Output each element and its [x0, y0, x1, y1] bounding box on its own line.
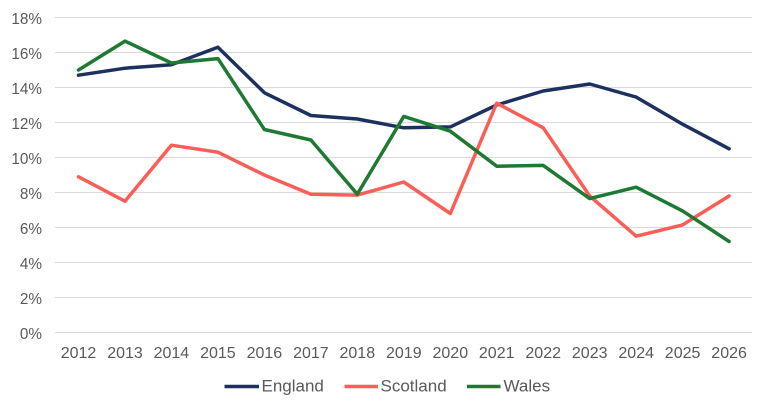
- svg-text:10%: 10%: [11, 151, 42, 168]
- svg-text:4%: 4%: [20, 256, 43, 273]
- svg-text:2013: 2013: [107, 345, 143, 362]
- svg-text:16%: 16%: [11, 46, 42, 63]
- svg-text:0%: 0%: [20, 326, 43, 343]
- svg-text:2019: 2019: [386, 345, 422, 362]
- svg-text:2025: 2025: [665, 345, 701, 362]
- svg-text:2018: 2018: [340, 345, 376, 362]
- svg-text:2017: 2017: [293, 345, 329, 362]
- svg-text:6%: 6%: [20, 221, 43, 238]
- svg-text:Scotland: Scotland: [381, 377, 447, 396]
- svg-text:2%: 2%: [20, 291, 43, 308]
- svg-text:8%: 8%: [20, 186, 43, 203]
- svg-text:2026: 2026: [711, 345, 747, 362]
- svg-text:18%: 18%: [11, 11, 42, 28]
- svg-text:2020: 2020: [433, 345, 469, 362]
- svg-text:12%: 12%: [11, 116, 42, 133]
- svg-text:2022: 2022: [525, 345, 561, 362]
- svg-text:2021: 2021: [479, 345, 515, 362]
- svg-text:14%: 14%: [11, 81, 42, 98]
- svg-text:2016: 2016: [247, 345, 283, 362]
- svg-text:2014: 2014: [154, 345, 190, 362]
- svg-text:2015: 2015: [200, 345, 236, 362]
- svg-text:Wales: Wales: [504, 377, 551, 396]
- svg-text:2023: 2023: [572, 345, 608, 362]
- svg-text:England: England: [262, 377, 324, 396]
- svg-text:2012: 2012: [61, 345, 97, 362]
- svg-text:2024: 2024: [618, 345, 654, 362]
